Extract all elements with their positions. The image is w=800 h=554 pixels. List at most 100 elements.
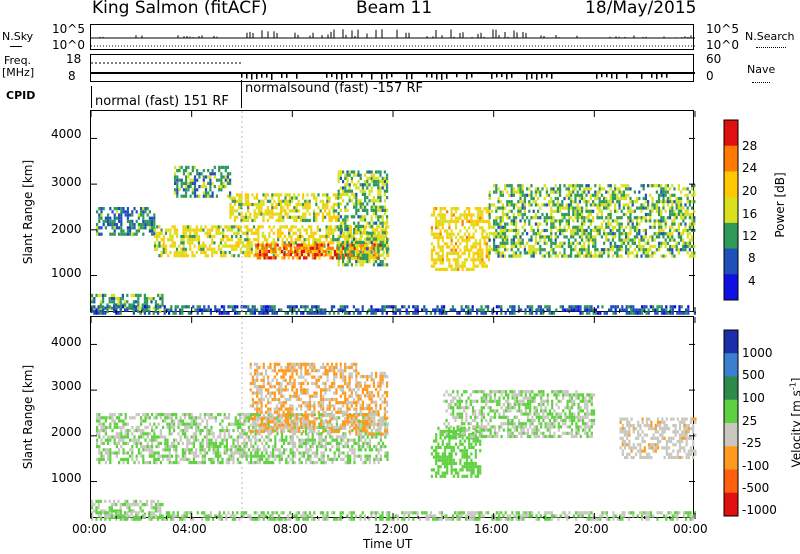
- velocity-cell: [135, 438, 138, 442]
- velocity-cell: [195, 451, 198, 455]
- power-cell: [386, 183, 389, 187]
- power-cell: [230, 254, 234, 258]
- power-cell: [182, 188, 185, 192]
- power-cell: [631, 203, 634, 207]
- velocity-cell: [148, 432, 151, 436]
- velocity-cell: [267, 438, 270, 442]
- velocity-cell: [190, 435, 193, 439]
- power-cell: [633, 241, 636, 245]
- power-cell: [506, 190, 509, 194]
- power-cell: [669, 187, 672, 191]
- power-cell: [280, 218, 283, 223]
- power-cell: [292, 256, 295, 260]
- power-cell: [439, 258, 442, 262]
- power-cell: [319, 311, 322, 315]
- power-cell: [506, 238, 509, 242]
- power-cell: [394, 305, 397, 309]
- power-cell: [197, 241, 201, 245]
- power-cell: [157, 303, 160, 307]
- power-cell: [631, 222, 634, 226]
- power-cell: [658, 206, 661, 210]
- power-cell: [135, 229, 138, 233]
- power-cell: [178, 188, 181, 192]
- power-cell: [468, 239, 471, 243]
- power-cell: [346, 176, 349, 180]
- power-cell: [383, 199, 386, 203]
- power-cell: [189, 172, 192, 176]
- velocity-cell: [99, 509, 102, 513]
- power-cell: [550, 209, 553, 213]
- power-cell: [638, 216, 641, 220]
- power-cell: [299, 250, 302, 255]
- power-cell: [141, 308, 144, 312]
- power-cell: [452, 245, 455, 249]
- velocity-cell: [107, 448, 110, 452]
- power-cell: [581, 235, 584, 239]
- power-cell: [148, 229, 151, 233]
- velocity-cell: [118, 416, 121, 420]
- power-cell: [541, 212, 544, 217]
- velocity-cell: [135, 429, 138, 433]
- power-cell: [559, 305, 562, 309]
- power-cell: [315, 212, 318, 216]
- power-cell: [633, 254, 636, 258]
- power-cell: [570, 184, 573, 188]
- power-cell: [248, 247, 251, 251]
- power-cell: [106, 303, 109, 307]
- power-cell: [576, 184, 579, 188]
- power-cell: [299, 238, 302, 242]
- power-cell: [381, 208, 384, 212]
- power-cell: [552, 187, 555, 191]
- velocity-cell: [239, 445, 242, 449]
- power-cell: [556, 254, 559, 258]
- power-cell: [370, 240, 373, 244]
- power-cell: [211, 238, 214, 242]
- power-cell: [195, 250, 198, 255]
- power-cell: [196, 305, 199, 309]
- power-cell: [148, 309, 151, 313]
- power-cell: [504, 184, 507, 188]
- power-cell: [286, 199, 289, 203]
- power-cell: [454, 242, 458, 246]
- power-cell: [495, 209, 498, 213]
- power-cell: [686, 232, 689, 236]
- power-cell: [493, 222, 496, 226]
- power-cell: [592, 241, 595, 245]
- power-cell: [374, 311, 377, 315]
- velocity-cell: [140, 432, 143, 436]
- power-cell: [189, 238, 192, 242]
- power-cell: [327, 241, 330, 245]
- power-cell: [211, 194, 214, 198]
- power-cell: [381, 176, 384, 180]
- power-cell: [277, 212, 280, 216]
- power-cell: [353, 256, 356, 260]
- power-cell: [435, 226, 438, 230]
- power-cell: [523, 228, 526, 233]
- velocity-cell: [232, 461, 235, 465]
- power-cell: [328, 196, 331, 200]
- power-cell: [330, 308, 333, 312]
- power-cell: [176, 188, 179, 192]
- power-cell: [526, 251, 529, 255]
- power-cell: [531, 311, 534, 315]
- power-cell: [545, 251, 548, 255]
- power-cell: [446, 232, 449, 236]
- power-cell: [528, 187, 531, 191]
- power-cell: [187, 181, 190, 185]
- power-cell: [264, 196, 267, 200]
- power-cell: [607, 216, 610, 220]
- power-cell: [671, 251, 674, 255]
- velocity-cell: [157, 506, 160, 510]
- velocity-cell: [122, 457, 125, 461]
- power-cell: [331, 246, 334, 250]
- power-cell: [316, 246, 319, 250]
- power-cell: [548, 203, 551, 207]
- power-cell: [609, 212, 612, 217]
- power-cell: [432, 258, 436, 262]
- power-cell: [217, 225, 220, 229]
- power-cell: [227, 311, 230, 315]
- power-cell: [333, 253, 336, 257]
- power-cell: [510, 200, 513, 204]
- power-cell: [610, 308, 613, 312]
- power-cell: [691, 222, 694, 226]
